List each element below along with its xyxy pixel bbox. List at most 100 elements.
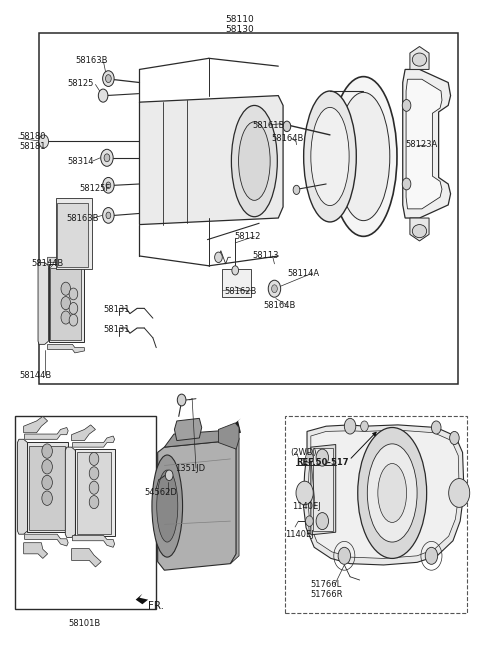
Text: 58131: 58131 [104,325,130,334]
Circle shape [316,449,328,466]
Text: 58164B: 58164B [263,300,295,310]
Text: 58181: 58181 [19,142,46,150]
Text: 58164B: 58164B [271,134,303,142]
Text: 54562D: 54562D [144,489,177,497]
Text: 58144B: 58144B [32,259,64,268]
Polygon shape [72,535,115,547]
Polygon shape [24,534,68,546]
Polygon shape [403,70,451,218]
Polygon shape [72,548,101,567]
Text: (2WD): (2WD) [290,448,317,457]
Polygon shape [72,425,96,441]
Circle shape [165,470,173,481]
Polygon shape [65,447,75,537]
Ellipse shape [412,224,427,237]
Circle shape [215,252,222,262]
Polygon shape [48,344,84,353]
Bar [75,449,115,535]
Text: 58314: 58314 [68,157,94,165]
Circle shape [106,75,111,83]
Circle shape [268,280,281,297]
Polygon shape [230,438,239,564]
Text: 58123A: 58123A [405,140,437,149]
Bar [222,269,252,297]
Circle shape [42,460,52,474]
Text: 58130: 58130 [226,25,254,34]
Polygon shape [410,218,429,241]
Circle shape [89,482,99,494]
Circle shape [293,185,300,194]
Ellipse shape [311,108,349,205]
Text: 58110: 58110 [226,15,254,24]
Text: 58162B: 58162B [225,287,257,297]
Text: 58101B: 58101B [68,619,101,628]
Circle shape [344,419,356,434]
Text: 58163B: 58163B [67,213,99,222]
Polygon shape [410,47,429,70]
Circle shape [296,482,313,504]
Polygon shape [406,79,442,209]
Polygon shape [234,419,241,434]
Bar [48,264,84,342]
Circle shape [101,150,113,167]
Circle shape [306,516,313,526]
Ellipse shape [152,455,182,557]
Text: 58114A: 58114A [287,268,319,277]
Circle shape [232,266,239,275]
Circle shape [89,495,99,508]
Polygon shape [38,262,48,344]
Polygon shape [17,440,27,534]
Polygon shape [136,594,148,604]
Circle shape [42,476,52,489]
Text: 58161B: 58161B [252,121,284,130]
Ellipse shape [239,122,270,200]
Circle shape [106,212,111,218]
Circle shape [360,421,368,432]
Circle shape [432,421,441,434]
Circle shape [89,467,99,480]
Circle shape [106,182,111,188]
Ellipse shape [358,428,427,558]
Circle shape [316,512,328,529]
Bar [57,203,88,267]
Text: 58180: 58180 [19,132,46,140]
Circle shape [104,154,110,162]
Polygon shape [311,445,336,535]
Circle shape [98,89,108,102]
Circle shape [61,282,71,295]
Ellipse shape [330,77,397,236]
Bar [286,417,468,613]
Circle shape [61,297,71,310]
Text: 1351JD: 1351JD [175,464,205,472]
Circle shape [42,444,52,459]
Bar [27,442,68,532]
Text: 58125F: 58125F [80,184,111,193]
Text: 1140EJ: 1140EJ [286,529,314,539]
Circle shape [402,178,411,190]
Bar [56,198,92,269]
Polygon shape [72,436,115,447]
Ellipse shape [157,470,178,542]
Circle shape [69,302,78,314]
Polygon shape [174,419,202,441]
Text: 58112: 58112 [234,232,261,241]
Bar [313,449,333,531]
Circle shape [61,311,71,324]
Polygon shape [164,430,239,447]
Text: 58113: 58113 [252,251,278,260]
Text: 58144B: 58144B [19,371,51,380]
Circle shape [402,100,411,112]
Text: FR.: FR. [148,601,164,611]
Polygon shape [157,441,236,570]
Bar [29,446,65,529]
Text: 58131: 58131 [104,305,130,314]
Ellipse shape [378,464,407,522]
Circle shape [69,288,78,300]
Text: 51766R: 51766R [311,590,343,599]
Circle shape [338,547,350,564]
Circle shape [177,394,186,406]
Circle shape [103,207,114,223]
Bar [77,453,111,533]
Polygon shape [24,417,48,433]
Text: REF.50-517: REF.50-517 [297,459,349,467]
